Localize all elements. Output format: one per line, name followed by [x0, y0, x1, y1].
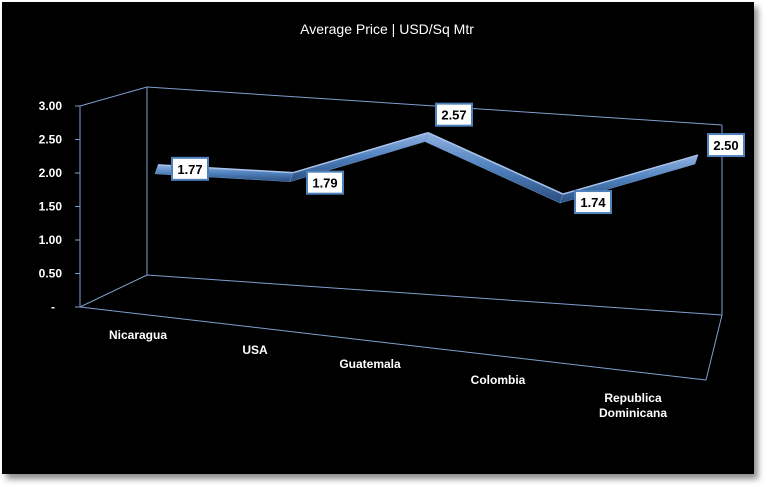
- data-label: 1.79: [306, 170, 344, 195]
- x-category-label: Colombia: [471, 373, 526, 387]
- series-line: [562, 154, 699, 195]
- left-wall-top-edge: [79, 86, 148, 107]
- x-category-label: USA: [242, 343, 268, 357]
- chart-title: Average Price | USD/Sq Mtr: [300, 21, 474, 37]
- floor-right-edge: [705, 314, 723, 381]
- data-label-text: 2.50: [713, 138, 738, 153]
- x-category-label: Guatemala: [339, 357, 401, 371]
- x-category-label: Nicaragua: [109, 328, 167, 342]
- y-tick-label: -: [51, 300, 55, 314]
- data-label: 2.57: [435, 102, 473, 127]
- data-label-text: 1.77: [177, 162, 202, 177]
- y-tick-label: 3.00: [39, 99, 63, 113]
- data-label: 1.77: [171, 156, 209, 181]
- y-tick-label: 0.50: [39, 267, 63, 281]
- y-tick-label: 2.50: [39, 133, 63, 147]
- y-axis-tick-labels: - 0.50 1.00 1.50 2.00 2.50 3.00: [39, 99, 80, 314]
- data-label-text: 1.74: [580, 195, 606, 210]
- floor-front-edge: [79, 306, 707, 381]
- back-wall-top-edge: [146, 86, 723, 126]
- y-tick-label: 1.50: [39, 200, 63, 214]
- x-axis-category-labels: Nicaragua USA Guatemala Colombia Republica Do…: [109, 328, 667, 420]
- series-segment: [424, 132, 564, 204]
- axes-wireframe: [79, 86, 723, 381]
- data-label: 2.50: [707, 133, 745, 158]
- data-label-text: 2.57: [441, 108, 466, 123]
- line-chart-3d: Average Price | USD/Sq Mtr - 0.50 1.00 1.50…: [39, 21, 745, 420]
- series-line: [427, 131, 564, 195]
- y-tick-label: 2.00: [39, 166, 63, 180]
- data-labels: 1.77 1.79 2.57 1.74 2.50: [171, 102, 745, 215]
- back-wall-bottom-edge: [146, 274, 723, 316]
- left-wall-bottom-edge: [79, 274, 148, 308]
- x-category-label: Republica Dominicana: [599, 391, 667, 420]
- series-line: [292, 131, 429, 174]
- series-ribbon: [154, 131, 699, 204]
- y-tick-label: 1.00: [39, 233, 63, 247]
- data-label: 1.74: [574, 190, 612, 215]
- chart-frame: Average Price | USD/Sq Mtr - 0.50 1.00 1.50…: [2, 2, 754, 474]
- data-label-text: 1.79: [312, 176, 337, 191]
